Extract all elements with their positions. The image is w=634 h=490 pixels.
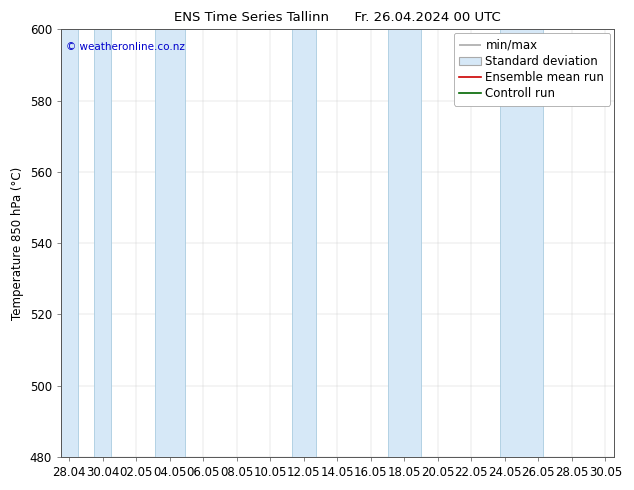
Legend: min/max, Standard deviation, Ensemble mean run, Controll run: min/max, Standard deviation, Ensemble me…: [453, 33, 610, 106]
Bar: [155, 29, 185, 457]
Y-axis label: Temperature 850 hPa (°C): Temperature 850 hPa (°C): [11, 167, 24, 320]
Bar: [94, 29, 111, 457]
Bar: [387, 29, 421, 457]
Title: ENS Time Series Tallinn      Fr. 26.04.2024 00 UTC: ENS Time Series Tallinn Fr. 26.04.2024 0…: [174, 11, 501, 24]
Text: © weatheronline.co.nz: © weatheronline.co.nz: [67, 42, 185, 52]
Bar: [500, 29, 543, 457]
Bar: [61, 29, 78, 457]
Bar: [292, 29, 316, 457]
